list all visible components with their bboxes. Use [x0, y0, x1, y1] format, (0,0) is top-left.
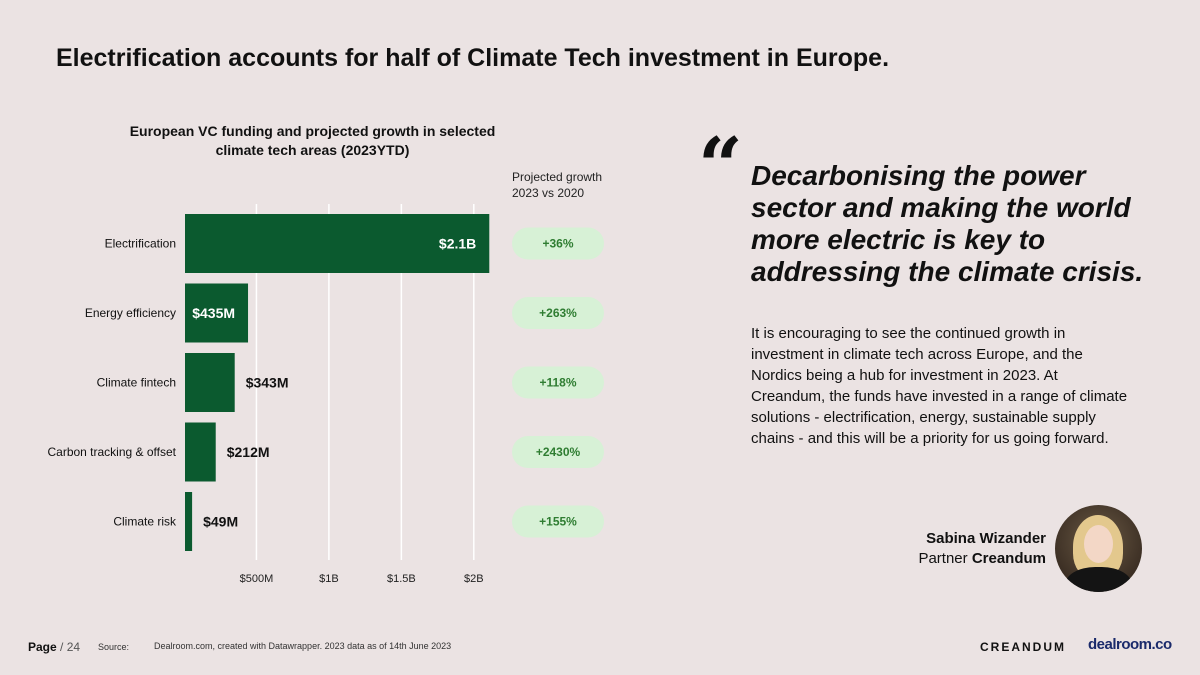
- growth-header-line-1: Projected growth: [512, 170, 603, 184]
- growth-label: +36%: [542, 237, 573, 251]
- growth-label: +263%: [539, 306, 577, 320]
- page-number: / 24: [60, 640, 81, 654]
- source-label: Source:: [98, 642, 130, 652]
- data-label: $343M: [246, 375, 289, 391]
- category-label: Energy efficiency: [85, 306, 176, 320]
- dealroom-logo: dealroom.co: [1088, 636, 1172, 653]
- data-label: $49M: [203, 514, 238, 530]
- x-tick-label: $1B: [319, 573, 339, 585]
- data-label: $2.1B: [439, 236, 476, 252]
- page-indicator: Page / 24: [28, 640, 80, 654]
- avatar: [1055, 505, 1142, 592]
- x-tick-label: $1.5B: [387, 573, 416, 585]
- bar-chart: $500M $1B $1.5B $2B Electrification $2.1B +36%…: [47, 204, 604, 585]
- bar: [185, 422, 216, 482]
- growth-pill: [512, 436, 604, 468]
- growth-pill: [512, 227, 604, 260]
- growth-label: +2430%: [536, 445, 581, 459]
- x-tick-label: $500M: [240, 573, 274, 585]
- category-label: Climate risk: [113, 515, 177, 529]
- bar: [185, 214, 490, 273]
- page-title: Electrification accounts for half of Cli…: [56, 44, 890, 72]
- page-label: Page: [28, 640, 57, 654]
- category-label: Climate fintech: [97, 376, 176, 390]
- person-title: Partner: [918, 550, 968, 567]
- person-role: Partner Creandum: [918, 550, 1046, 567]
- chart-title: European VC funding and projected growth…: [129, 123, 496, 158]
- source-text: Dealroom.com, created with Datawrapper. …: [154, 641, 452, 651]
- creandum-logo: CREANDUM: [980, 640, 1066, 654]
- x-tick-label: $2B: [464, 573, 484, 585]
- growth-label: +118%: [539, 376, 576, 390]
- quote-mark-icon: “: [698, 121, 743, 212]
- growth-pill: [512, 505, 604, 538]
- growth-pill: [512, 366, 604, 399]
- quote-body: It is encouraging to see the continued g…: [751, 325, 1128, 447]
- bar: [185, 283, 249, 343]
- category-label: Carbon tracking & offset: [47, 445, 176, 459]
- category-label: Electrification: [105, 237, 176, 251]
- growth-header: Projected growth 2023 vs 2020: [512, 169, 602, 201]
- person-company: Creandum: [971, 550, 1046, 567]
- bar: [185, 353, 235, 412]
- data-label: $212M: [227, 444, 270, 460]
- quote-headline: Decarbonising the power sector and makin…: [751, 160, 1144, 287]
- data-label: $435M: [192, 305, 235, 321]
- growth-header-line-2: 2023 vs 2020: [512, 186, 585, 200]
- growth-label: +155%: [539, 515, 577, 529]
- person-name: Sabina Wizander: [926, 530, 1046, 547]
- bar: [185, 492, 193, 551]
- growth-pill: [512, 297, 604, 329]
